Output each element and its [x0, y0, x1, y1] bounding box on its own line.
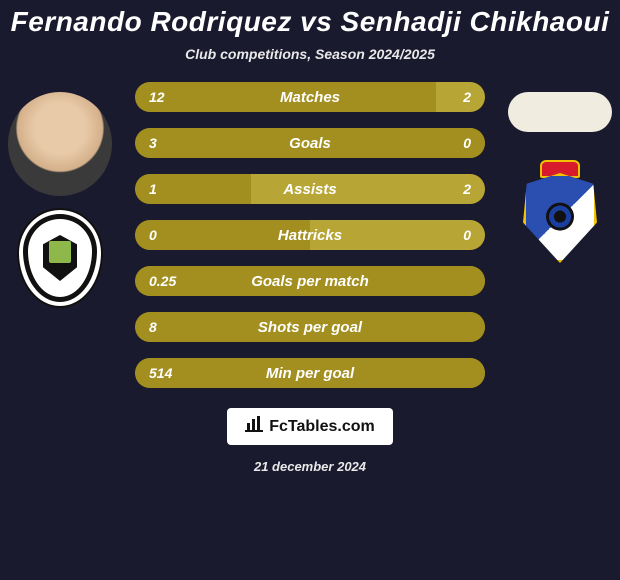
stat-right-value: 0: [463, 135, 471, 151]
stat-label: Min per goal: [135, 365, 485, 382]
stat-row: 3Goals0: [135, 128, 485, 158]
stat-label: Goals per match: [135, 273, 485, 290]
tenerife-crest-icon: [514, 164, 606, 272]
player-right-avatar-blank: [508, 92, 612, 132]
player-left-column: [8, 92, 112, 308]
stat-label: Shots per goal: [135, 319, 485, 336]
stat-right-value: 2: [463, 89, 471, 105]
stat-label: Assists: [135, 181, 485, 198]
stat-label: Goals: [135, 135, 485, 152]
brand-badge[interactable]: FcTables.com: [227, 408, 393, 445]
stat-row: 0Hattricks0: [135, 220, 485, 250]
stat-row: 12Matches2: [135, 82, 485, 112]
stat-label: Hattricks: [135, 227, 485, 244]
player-left-club-crest: [10, 208, 110, 308]
stat-row: 0.25Goals per match: [135, 266, 485, 296]
footer-date: 21 december 2024: [0, 459, 620, 474]
footer: FcTables.com 21 december 2024: [0, 408, 620, 474]
stat-row: 514Min per goal: [135, 358, 485, 388]
player-right-club-crest: [510, 168, 610, 268]
header: Fernando Rodriquez vs Senhadji Chikhaoui…: [0, 0, 620, 62]
comparison-panel: 12Matches23Goals01Assists20Hattricks00.2…: [0, 82, 620, 388]
player-right-column: [508, 92, 612, 268]
player-left-avatar: [8, 92, 112, 196]
stat-row: 8Shots per goal: [135, 312, 485, 342]
bar-chart-icon: [245, 416, 263, 437]
stat-row: 1Assists2: [135, 174, 485, 204]
face-placeholder-icon: [8, 92, 112, 196]
stat-label: Matches: [135, 89, 485, 106]
page-title: Fernando Rodriquez vs Senhadji Chikhaoui: [0, 6, 620, 38]
burgos-crest-icon: [17, 208, 103, 308]
stat-right-value: 2: [463, 181, 471, 197]
stats-list: 12Matches23Goals01Assists20Hattricks00.2…: [135, 82, 485, 388]
stat-right-value: 0: [463, 227, 471, 243]
brand-label: FcTables.com: [269, 418, 375, 436]
page-subtitle: Club competitions, Season 2024/2025: [0, 46, 620, 62]
